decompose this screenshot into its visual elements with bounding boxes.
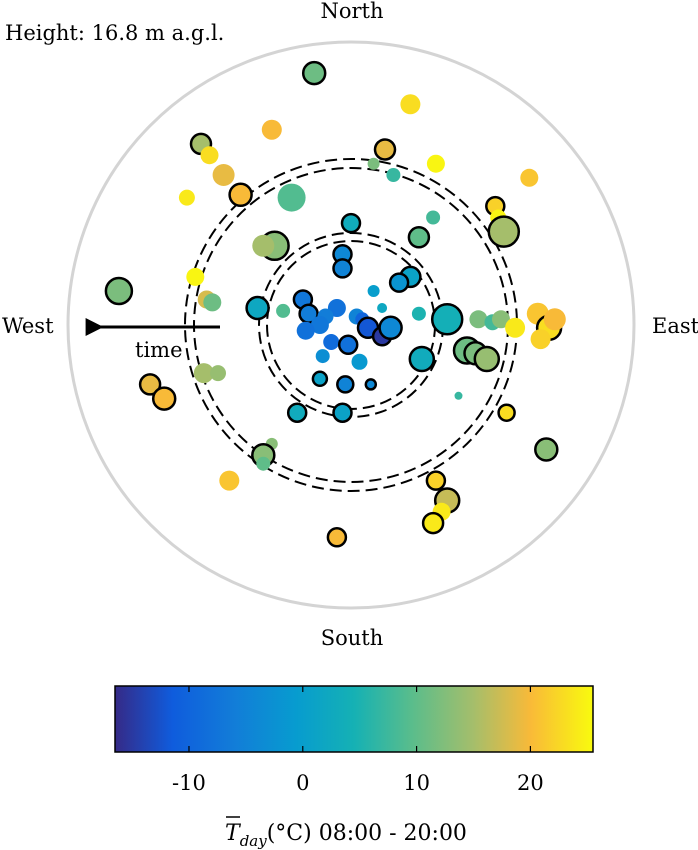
data-point-17 <box>487 215 521 248</box>
data-point-3 <box>373 138 397 161</box>
dashed-ring-4 <box>184 158 518 492</box>
data-point-10 <box>277 183 306 212</box>
outer-boundary-circle <box>66 40 636 610</box>
data-point-79 <box>425 470 447 491</box>
data-point-82 <box>421 511 445 535</box>
data-point-23 <box>186 267 205 286</box>
data-point-66 <box>364 378 378 391</box>
dashed-rings <box>184 158 518 492</box>
data-point-7 <box>212 164 235 186</box>
data-point-59 <box>351 353 368 370</box>
data-point-55 <box>296 321 315 340</box>
data-point-2 <box>400 94 421 115</box>
south-label: South <box>321 626 384 650</box>
colorbar-label-symbol: T <box>225 821 242 846</box>
data-point-33 <box>388 272 410 293</box>
colorbar-tick-label: 0 <box>296 771 309 795</box>
data-point-78 <box>219 470 240 491</box>
data-point-30 <box>332 258 353 279</box>
data-point-1 <box>301 60 327 86</box>
data-point-37 <box>469 310 488 329</box>
data-point-27 <box>245 295 270 321</box>
data-point-36 <box>430 303 464 336</box>
data-point-68 <box>332 402 353 423</box>
data-point-60 <box>408 345 436 373</box>
data-point-11 <box>367 157 380 170</box>
data-point-83 <box>534 437 559 462</box>
colorbar <box>114 685 594 753</box>
data-point-31 <box>367 285 380 297</box>
colorbar-ticks: -10 0 10 20 <box>172 686 544 795</box>
data-point-71 <box>193 363 214 384</box>
data-point-22 <box>252 234 275 257</box>
data-point-25 <box>203 293 222 312</box>
colorbar-tick-label: 20 <box>517 771 544 795</box>
east-label: East <box>652 314 698 338</box>
data-point-69 <box>454 391 463 400</box>
data-point-9 <box>178 189 195 206</box>
west-label: West <box>2 314 54 338</box>
data-point-40 <box>505 317 526 338</box>
data-point-12 <box>386 168 401 182</box>
time-arrow-label: time <box>135 338 183 362</box>
north-label: North <box>320 0 383 23</box>
data-point-49 <box>310 316 329 334</box>
data-point-58 <box>315 349 330 364</box>
data-point-54 <box>378 315 403 341</box>
data-point-73 <box>138 373 162 396</box>
data-point-74 <box>151 386 177 411</box>
data-point-4 <box>261 119 282 140</box>
colorbar-label-subscript: day <box>240 832 268 850</box>
data-point-67 <box>286 402 308 423</box>
colorbar-label: Tday(°C) 08:00 - 20:00 <box>225 821 467 850</box>
data-point-57 <box>337 334 359 356</box>
data-point-63 <box>473 345 501 373</box>
data-point-77 <box>256 456 271 471</box>
data-point-19 <box>407 226 431 249</box>
data-point-13 <box>426 154 445 173</box>
data-point-34 <box>377 303 388 313</box>
data-point-84 <box>326 527 348 548</box>
colorbar-tick-label: 10 <box>403 771 430 795</box>
data-point-43 <box>543 308 566 331</box>
data-point-64 <box>311 370 329 388</box>
data-point-35 <box>411 306 426 321</box>
data-point-72 <box>210 365 226 382</box>
data-point-39 <box>492 310 510 329</box>
data-point-70 <box>497 403 516 422</box>
data-point-44 <box>530 329 551 350</box>
height-label: Height: 16.8 m a.g.l. <box>5 21 224 45</box>
data-point-6 <box>200 146 219 165</box>
data-point-18 <box>426 210 441 225</box>
data-points <box>104 60 566 548</box>
data-point-20 <box>340 212 362 234</box>
data-point-28 <box>276 303 291 318</box>
colorbar-label-rest: (°C) 08:00 - 20:00 <box>267 821 467 846</box>
data-point-65 <box>336 375 355 394</box>
data-point-14 <box>520 168 539 187</box>
data-point-8 <box>228 182 253 208</box>
colorbar-tick-label: -10 <box>172 771 206 795</box>
data-point-56 <box>323 334 340 350</box>
data-point-26 <box>104 276 134 306</box>
